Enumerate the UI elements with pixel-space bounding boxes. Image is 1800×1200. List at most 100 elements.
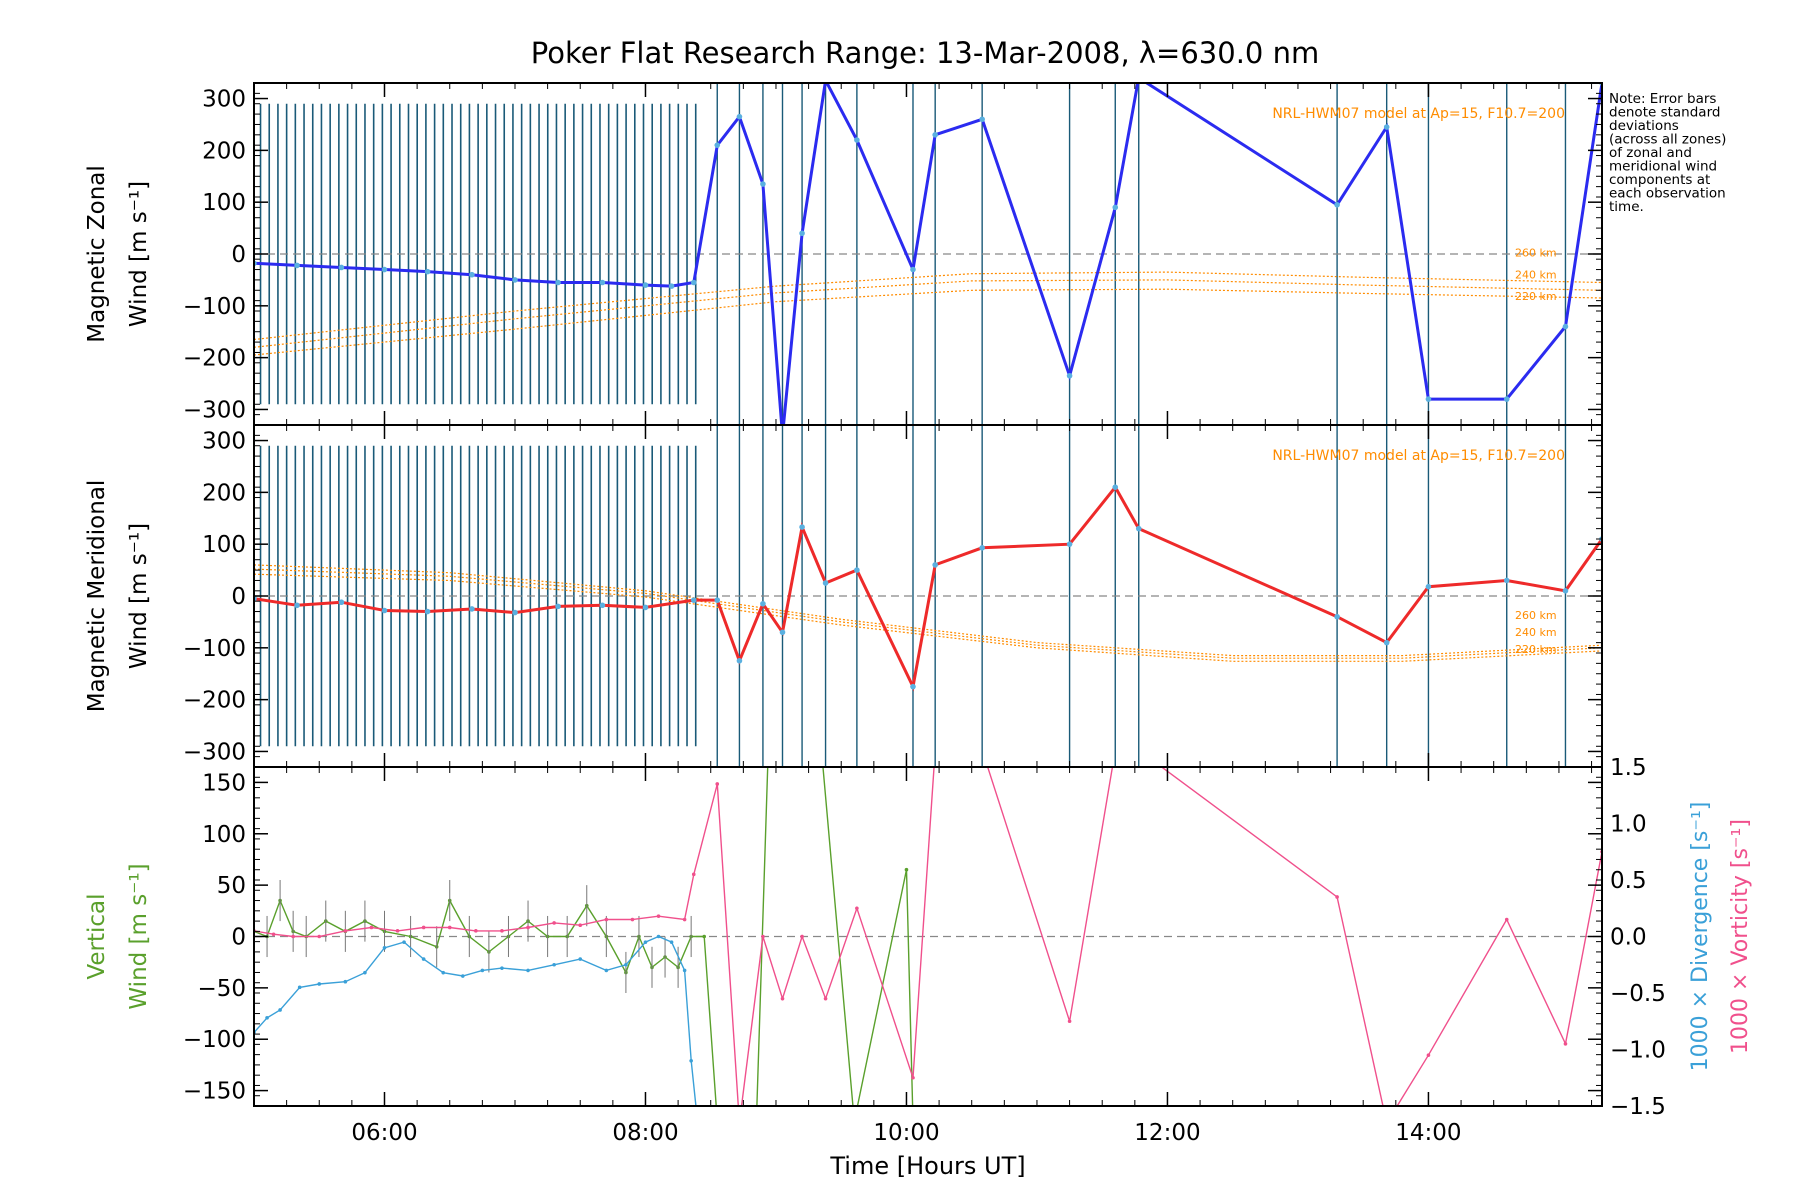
data-point: [1135, 525, 1142, 532]
note-line: time.: [1609, 199, 1644, 215]
data-point: [755, 1120, 759, 1124]
data-point: [1383, 639, 1390, 646]
y2-axis-label: 1000 × Divergence [s⁻¹]: [1688, 802, 1713, 1072]
data-point: [691, 872, 696, 877]
data-point: [682, 917, 687, 922]
data-point: [799, 230, 805, 237]
x-tick-label: 10:00: [873, 1120, 939, 1146]
x-axis-label: Time [Hours UT]: [829, 1152, 1025, 1180]
data-point: [787, 750, 791, 754]
y-tick-label: −150: [183, 1079, 246, 1105]
data-point: [668, 283, 675, 289]
plot-area: [254, 83, 1602, 425]
data-point: [317, 982, 322, 986]
data-point: [265, 1016, 269, 1020]
data-point: [690, 597, 697, 603]
data-point: [1425, 583, 1432, 590]
series-line: [254, 935, 697, 1106]
data-point: [474, 929, 478, 933]
y-tick-label: −200: [183, 688, 246, 714]
model-curve-label: 240 km: [1515, 268, 1557, 281]
model-curve-label: 260 km: [1515, 247, 1557, 260]
data-point: [555, 279, 561, 286]
data-point: [578, 923, 583, 927]
data-point: [363, 970, 367, 975]
data-point: [690, 279, 697, 286]
note-line: deviations: [1609, 118, 1679, 134]
data-point: [271, 932, 276, 937]
data-point: [624, 962, 628, 967]
data-point: [760, 600, 766, 607]
y-tick-label: −100: [183, 1027, 246, 1053]
data-point: [669, 940, 674, 944]
data-point: [512, 277, 518, 283]
data-point: [1067, 1019, 1072, 1024]
data-point: [402, 940, 406, 944]
y-tick-label: −100: [183, 294, 246, 320]
data-point: [369, 925, 374, 930]
data-point: [555, 603, 561, 610]
data-point: [630, 917, 635, 922]
y-tick-label: 300: [202, 429, 246, 455]
plot-area: [254, 709, 1602, 1125]
data-point: [852, 1120, 856, 1124]
data-point: [855, 906, 859, 911]
data-point: [715, 782, 720, 786]
data-point: [441, 970, 446, 975]
model-label: NRL-HWM07 model at Ap=15, F10.7=200: [1272, 106, 1565, 122]
y-tick-label: −100: [183, 636, 246, 662]
data-point: [823, 996, 828, 1001]
y-tick-label: 0: [231, 925, 246, 951]
data-point: [500, 966, 504, 970]
note-line: denote standard: [1609, 105, 1720, 121]
model-curve: [254, 573, 1602, 662]
data-point: [736, 657, 743, 664]
data-point: [460, 974, 465, 978]
data-point: [799, 524, 805, 530]
note-line: Note: Error bars: [1609, 91, 1716, 107]
data-point: [338, 264, 345, 271]
note-line: of zonal and: [1609, 145, 1692, 161]
series-line: [254, 767, 1602, 1106]
data-point: [317, 934, 322, 939]
note-line: (across all zones): [1609, 132, 1726, 148]
data-point: [469, 271, 475, 278]
series-line: [254, 767, 914, 1106]
data-point: [526, 925, 530, 930]
data-point: [642, 604, 649, 611]
data-point: [381, 607, 388, 614]
data-point: [604, 968, 609, 973]
data-point: [779, 629, 786, 636]
data-point: [696, 1121, 700, 1125]
y-tick-label: 300: [202, 87, 246, 113]
data-point: [343, 929, 348, 933]
data-point: [526, 968, 530, 973]
data-point: [297, 985, 302, 990]
y-tick-label: 0: [231, 242, 246, 268]
x-tick-label: 12:00: [1134, 1120, 1200, 1146]
data-point: [932, 562, 938, 568]
data-point: [1383, 124, 1390, 130]
y-tick-label: 200: [202, 480, 246, 506]
data-point: [820, 750, 824, 754]
data-point: [643, 940, 648, 944]
y-tick-label: −300: [183, 397, 246, 423]
data-point: [1504, 917, 1509, 922]
y-axis-label: Magnetic Zonal: [84, 165, 110, 343]
x-tick-label: 08:00: [612, 1120, 678, 1146]
y2-tick-label: 0.5: [1610, 868, 1647, 894]
data-point: [932, 132, 938, 138]
data-point: [421, 925, 426, 930]
data-point: [702, 934, 707, 939]
data-point: [1334, 613, 1340, 620]
data-point: [714, 597, 721, 603]
data-point: [979, 116, 985, 123]
data-point: [599, 602, 606, 609]
data-point: [480, 968, 485, 973]
data-point: [768, 709, 772, 713]
model-curve-label: 260 km: [1515, 609, 1557, 622]
data-point: [911, 1075, 915, 1080]
zonal-wind-panel: 260 km 240 km 220 km NRL-HWM07 model at Ap=…: [84, 82, 1603, 426]
note-line: each observation: [1609, 186, 1726, 202]
